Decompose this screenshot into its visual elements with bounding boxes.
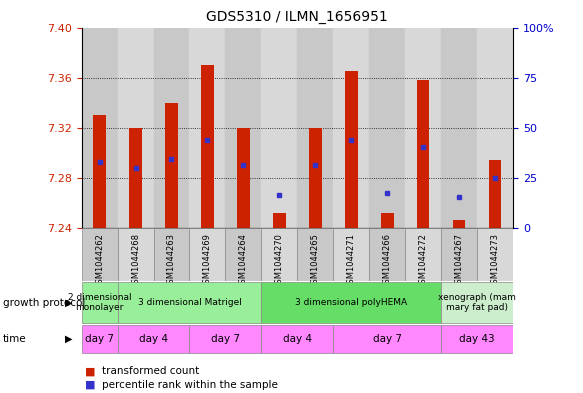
Bar	[441, 228, 477, 281]
Bar	[261, 325, 333, 353]
Bar	[129, 128, 142, 228]
Bar	[333, 325, 441, 353]
Text: day 7: day 7	[211, 334, 240, 344]
Text: 2 dimensional
monolayer: 2 dimensional monolayer	[68, 293, 131, 312]
Bar	[297, 28, 333, 228]
Text: ■: ■	[85, 366, 95, 376]
Text: GSM1044264: GSM1044264	[239, 233, 248, 289]
Bar	[369, 28, 405, 228]
Bar	[82, 325, 118, 353]
Bar	[297, 228, 333, 281]
Text: percentile rank within the sample: percentile rank within the sample	[102, 380, 278, 390]
Bar	[165, 103, 178, 228]
Bar	[381, 213, 394, 228]
Text: GSM1044265: GSM1044265	[311, 233, 320, 289]
Text: growth protocol: growth protocol	[3, 298, 85, 308]
Text: 3 dimensional Matrigel: 3 dimensional Matrigel	[138, 298, 241, 307]
Text: day 4: day 4	[139, 334, 168, 344]
Bar	[297, 28, 333, 228]
Text: GSM1044269: GSM1044269	[203, 233, 212, 289]
Bar	[118, 228, 153, 281]
Text: xenograph (mam
mary fat pad): xenograph (mam mary fat pad)	[438, 293, 516, 312]
Bar	[417, 80, 430, 228]
Bar	[453, 220, 465, 228]
Bar	[189, 228, 226, 281]
Bar	[333, 28, 369, 228]
Bar	[189, 325, 261, 353]
Text: GSM1044271: GSM1044271	[347, 233, 356, 289]
Bar	[82, 28, 118, 228]
Text: ■: ■	[85, 380, 95, 390]
Bar	[477, 28, 513, 228]
Bar	[118, 282, 261, 323]
Bar	[118, 28, 153, 228]
Bar	[189, 28, 226, 228]
Text: day 4: day 4	[283, 334, 312, 344]
Bar	[261, 282, 441, 323]
Text: ▶: ▶	[65, 334, 73, 344]
Bar	[153, 28, 189, 228]
Bar	[93, 115, 106, 228]
Text: GSM1044273: GSM1044273	[490, 233, 500, 289]
Text: 3 dimensional polyHEMA: 3 dimensional polyHEMA	[295, 298, 408, 307]
Text: time: time	[3, 334, 27, 344]
Text: GSM1044263: GSM1044263	[167, 233, 176, 289]
Bar	[118, 325, 189, 353]
Text: day 7: day 7	[373, 334, 402, 344]
Text: day 43: day 43	[459, 334, 495, 344]
Bar	[369, 228, 405, 281]
Text: GSM1044270: GSM1044270	[275, 233, 284, 289]
Bar	[489, 160, 501, 228]
Text: day 7: day 7	[85, 334, 114, 344]
Bar	[226, 28, 261, 228]
Text: GSM1044272: GSM1044272	[419, 233, 428, 289]
Bar	[405, 228, 441, 281]
Bar	[333, 228, 369, 281]
Bar	[201, 65, 214, 228]
Bar	[309, 128, 322, 228]
Bar	[405, 28, 441, 228]
Bar	[441, 282, 513, 323]
Bar	[261, 28, 297, 228]
Text: GSM1044268: GSM1044268	[131, 233, 140, 289]
Bar	[118, 28, 153, 228]
Bar	[261, 28, 297, 228]
Bar	[405, 28, 441, 228]
Bar	[333, 28, 369, 228]
Bar	[82, 282, 118, 323]
Bar	[477, 28, 513, 228]
Bar	[153, 28, 189, 228]
Text: GSM1044262: GSM1044262	[95, 233, 104, 289]
Bar	[477, 228, 513, 281]
Bar	[441, 325, 513, 353]
Bar	[226, 228, 261, 281]
Bar	[237, 128, 250, 228]
Bar	[82, 28, 118, 228]
Text: transformed count: transformed count	[102, 366, 199, 376]
Bar	[261, 228, 297, 281]
Bar	[189, 28, 226, 228]
Bar	[273, 213, 286, 228]
Bar	[153, 228, 189, 281]
Title: GDS5310 / ILMN_1656951: GDS5310 / ILMN_1656951	[206, 10, 388, 24]
Bar	[369, 28, 405, 228]
Bar	[226, 28, 261, 228]
Text: GSM1044266: GSM1044266	[382, 233, 392, 289]
Text: ▶: ▶	[65, 298, 73, 308]
Bar	[441, 28, 477, 228]
Bar	[345, 72, 357, 228]
Bar	[441, 28, 477, 228]
Bar	[82, 228, 118, 281]
Text: GSM1044267: GSM1044267	[455, 233, 463, 289]
